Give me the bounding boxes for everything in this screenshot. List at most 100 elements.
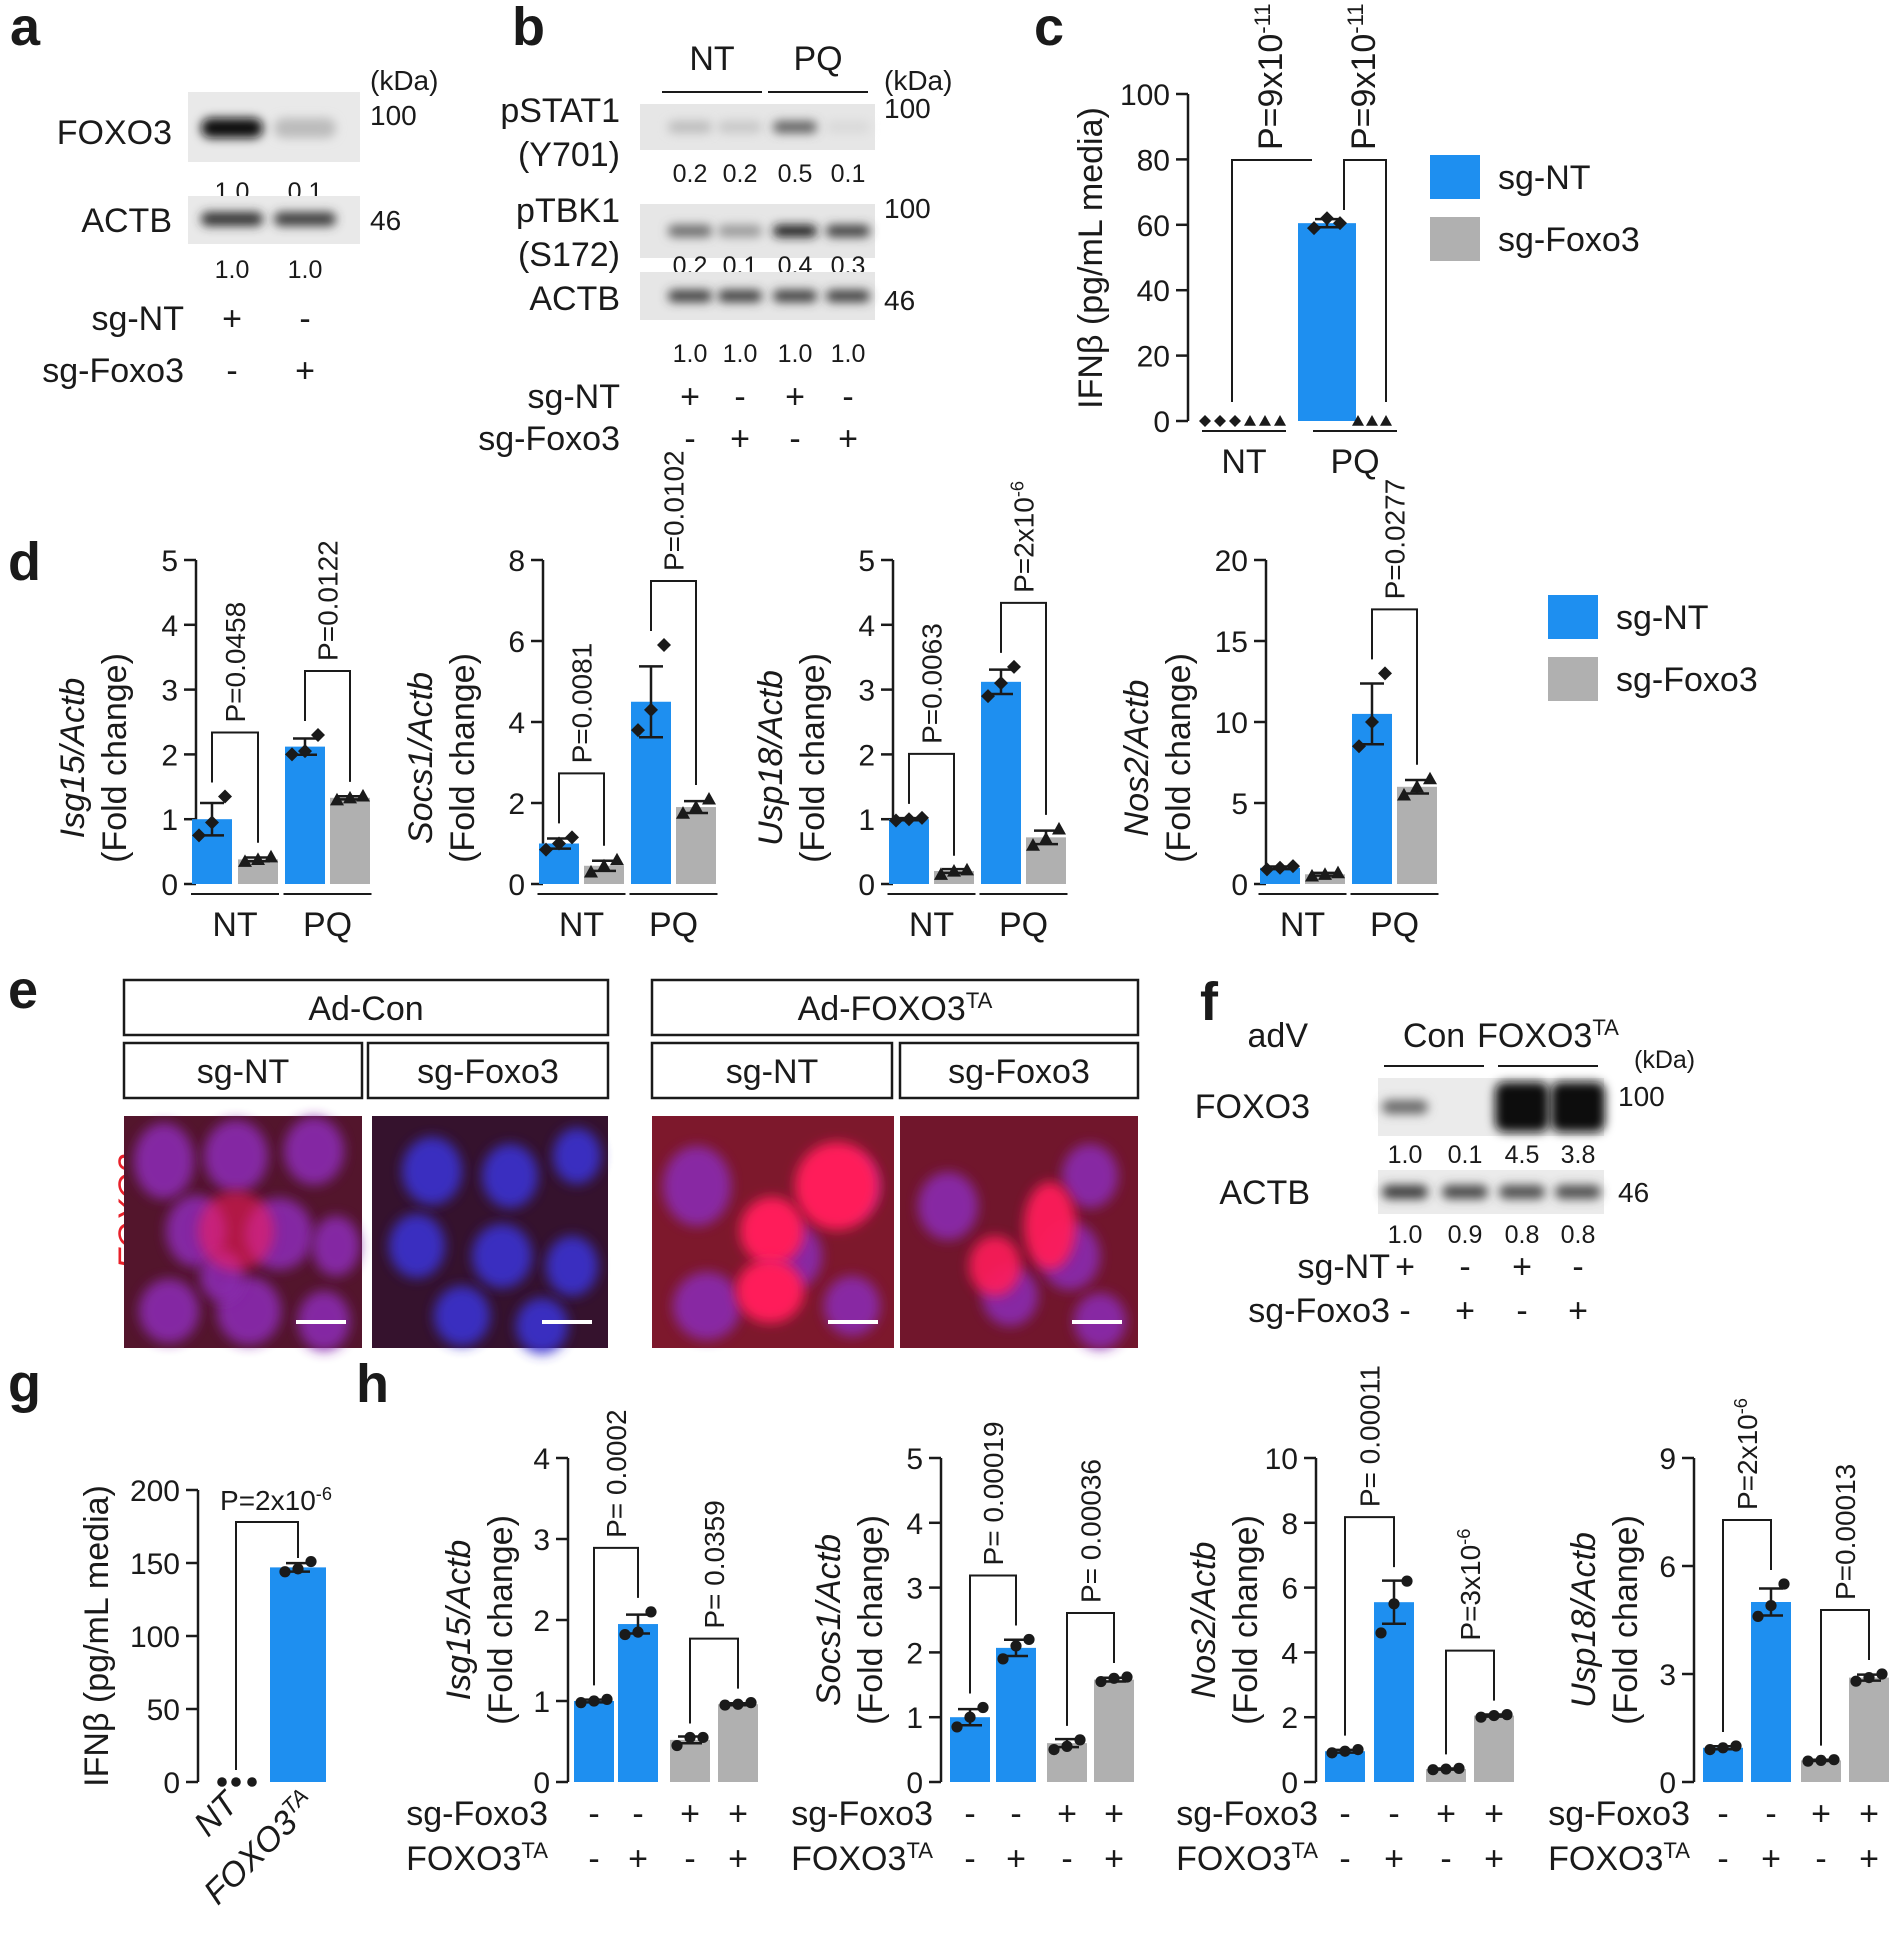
- chart-c-y-tick-label: 60: [1137, 210, 1170, 243]
- kda-label-b: (kDa): [884, 65, 952, 96]
- chart-h4-bar-4-point: [1850, 1675, 1862, 1687]
- chart-d4-group-label: NT: [1280, 906, 1325, 944]
- blot-row-label-f: FOXO3: [1195, 1088, 1310, 1126]
- condition-label-a: sg-Foxo3: [42, 352, 184, 390]
- chart-h2-y-label: Socs1/Actb: [810, 1534, 848, 1706]
- chart-h4-y-label: Usp18/Actb: [1565, 1532, 1603, 1708]
- chart-c-y-tick-label: 40: [1137, 275, 1170, 308]
- chart-h2-bar-4-bar: [1094, 1679, 1134, 1782]
- chart-h3-y-tick-label: 4: [1281, 1637, 1298, 1670]
- chart-d2-pq-sgfoxo3-point: [676, 806, 690, 819]
- chart-d2-y-tick-label: 4: [508, 707, 525, 740]
- chart-d4-pq-sgnt-point: [1378, 666, 1392, 681]
- quant-value-f: 4.5: [1505, 1141, 1540, 1169]
- kda-marker-a: 100: [370, 100, 417, 131]
- chart-h4-condition-sign: +: [1859, 1840, 1879, 1878]
- subheader-box: [366, 1041, 610, 1100]
- chart-h4-bar-2-point: [1765, 1600, 1777, 1612]
- chart-d3-nt-sgfoxo3-point: [947, 864, 961, 877]
- chart-d3-pq-sgfoxo3-point: [1052, 821, 1066, 835]
- nucleus: [516, 1298, 568, 1354]
- quant-value-a: 1.0: [215, 256, 250, 284]
- legend-c-label: sg-Foxo3: [1498, 221, 1640, 259]
- chart-h2-y-tick-label: 4: [906, 1508, 923, 1541]
- chart-d3-pq-sgnt-point: [981, 689, 995, 704]
- chart-h3-condition-sign: +: [1484, 1840, 1504, 1878]
- legend-c-label: sg-NT: [1498, 159, 1591, 197]
- chart-c-point: [1352, 415, 1364, 426]
- chart-d1-group-label: PQ: [303, 906, 352, 944]
- band-b: [718, 121, 762, 133]
- chart-h4-bar-3-point: [1815, 1754, 1827, 1766]
- blot-row-label-a: ACTB: [81, 202, 172, 240]
- condition-sign-f: +: [1568, 1292, 1588, 1330]
- chart-h3-pvalue: P= 0.00011: [1355, 1365, 1386, 1507]
- quant-value-b: 0.2: [673, 160, 708, 188]
- chart-d2-pq-sgfoxo3-point: [702, 791, 716, 805]
- chart-d1-bracket: [304, 669, 351, 782]
- group-label-f-sup: TA: [1592, 1015, 1619, 1040]
- chart-d4-nt-sgnt-point: [1260, 862, 1274, 877]
- chart-d1-y-tick-label: 5: [161, 545, 178, 578]
- adv-label-f: adV: [1248, 1017, 1309, 1055]
- chart-g-pvalue-sup: -6: [316, 1484, 332, 1504]
- chart-d2-pq-sgnt-point: [631, 723, 645, 738]
- chart-h3-y-label2: (Fold change): [1227, 1515, 1265, 1725]
- chart-g-y-tick-label: 50: [147, 1694, 180, 1727]
- chart-h4-y-tick-label: 0: [1659, 1767, 1676, 1800]
- chart-d1-pq-sgfoxo3-bar: [330, 797, 370, 884]
- band-b: [668, 290, 712, 302]
- band-b: [826, 121, 870, 133]
- chart-h1-y-tick-label: 2: [533, 1605, 550, 1638]
- quant-value-b: 0.5: [778, 160, 813, 188]
- chart-d1-pq-sgnt-bar: [285, 746, 325, 884]
- chart-h1-bar-1-point: [575, 1697, 587, 1709]
- nucleus: [389, 1214, 445, 1278]
- chart-h4-condition-label: FOXO3TA: [1548, 1838, 1690, 1879]
- chart-h4-bar-2-point: [1752, 1610, 1764, 1622]
- chart-d4-nt-sgfoxo3-point: [1331, 865, 1345, 879]
- chart-h1-bar-4-point: [732, 1698, 744, 1710]
- chart-d1-nt-sgfoxo3-point: [251, 852, 265, 865]
- quant-value-b: 0.2: [723, 160, 758, 188]
- chart-h1-y-tick-label: 1: [533, 1686, 550, 1719]
- legend-c-swatch: [1430, 217, 1480, 261]
- chart-h3-pvalue: P=3x10-6: [1454, 1529, 1486, 1641]
- chart-h3-bar-4-bar: [1474, 1715, 1514, 1782]
- chart-h1-condition-label: sg-Foxo3: [406, 1795, 548, 1833]
- chart-c-point: [1244, 415, 1256, 426]
- chart-d2-nt-sgfoxo3-point: [584, 864, 598, 878]
- chart-g-y-label: IFNβ (pg/mL media): [78, 1485, 116, 1787]
- chart-d1-y-label: Isg15/Actb: [54, 678, 92, 839]
- chart-g-bracket: [235, 1521, 299, 1770]
- chart-d2-y-tick-label: 0: [508, 869, 525, 902]
- condition-sign-a: +: [222, 300, 242, 338]
- chart-h3-bar-3-point: [1427, 1764, 1439, 1776]
- chart-d4-y-tick-label: 0: [1231, 869, 1248, 902]
- chart-h3-pvalue-sup: -6: [1454, 1529, 1474, 1545]
- chart-d4-pq-sgfoxo3-bar: [1397, 786, 1437, 884]
- legend-d-label: sg-NT: [1616, 599, 1709, 637]
- quant-value-b: 1.0: [673, 340, 708, 368]
- chart-h3-y-tick-label: 8: [1281, 1508, 1298, 1541]
- chart-d1-nt-sgnt-point: [192, 828, 206, 843]
- chart-d2-bracket: [558, 772, 605, 846]
- chart-c-pvalue: P=9x10-11: [1250, 3, 1291, 150]
- nucleus: [546, 1236, 598, 1296]
- chart-d3-y-label2: (Fold change): [794, 653, 832, 863]
- chart-d3-y-label: Usp18/Actb: [752, 670, 790, 846]
- chart-d1-y-tick-label: 0: [161, 869, 178, 902]
- chart-h2-bar-2-bar: [996, 1647, 1036, 1782]
- chart-c-pvalue: P=9x10-11: [1343, 3, 1384, 150]
- chart-h1-condition-sign: -: [684, 1840, 695, 1878]
- chart-h2-y-tick-label: 3: [906, 1573, 923, 1606]
- chart-h3-y-tick-label: 2: [1281, 1702, 1298, 1735]
- condition-sign-b: +: [785, 378, 805, 416]
- chart-g-foxo3ta-point: [292, 1563, 304, 1575]
- chart-h1-bracket: [593, 1546, 639, 1686]
- condition-sign-f: +: [1512, 1248, 1532, 1286]
- chart-h1-condition-label: FOXO3TA: [406, 1838, 548, 1879]
- chart-d1-y-tick-label: 4: [161, 610, 178, 643]
- chart-h2-y-tick-label: 1: [906, 1702, 923, 1735]
- chart-h2-bar-2-point: [1023, 1633, 1035, 1646]
